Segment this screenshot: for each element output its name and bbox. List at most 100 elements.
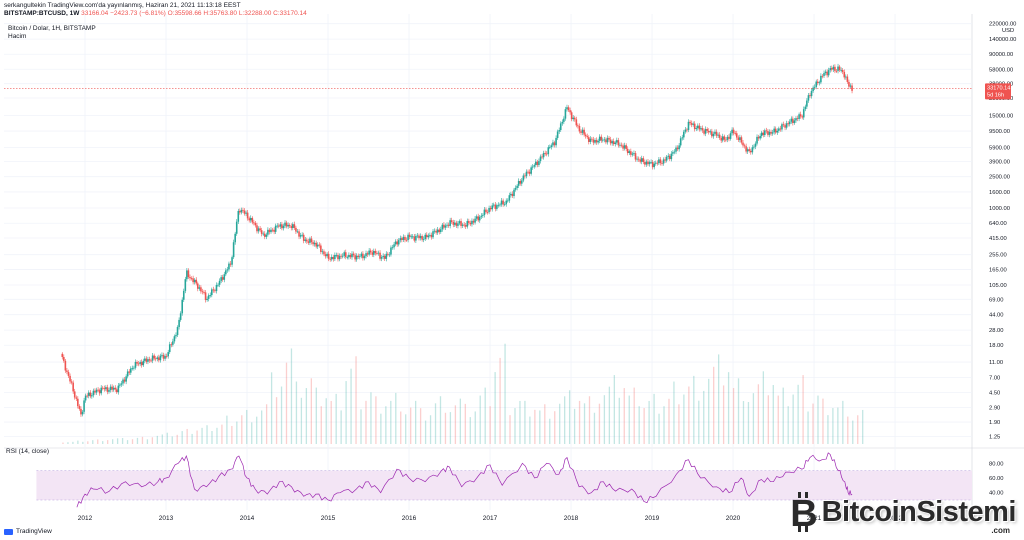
y-tick-label: 220000.00 [989,22,1016,28]
y-tick-label: 415.00 [989,236,1007,242]
candle-body [329,258,331,260]
candle-body [393,244,395,248]
volume-bar [241,415,243,444]
candle-body [636,158,638,160]
candle-body [606,137,609,143]
candle-body [245,212,247,214]
candle-body [616,140,618,143]
volume-bar [285,362,288,444]
volume-bar [111,439,114,444]
volume-bar [305,388,308,444]
candle-body [745,146,747,152]
volume-legend[interactable]: Hacim [8,33,27,40]
candle-body [313,242,316,245]
candle-body [591,138,593,140]
candle-body [179,313,182,320]
candle-body [443,224,445,228]
candle-body [633,153,635,154]
candle-body [737,137,740,140]
symbol-label: BITSTAMP:BTCUSD, 1W [4,10,80,17]
candle-body [66,370,68,372]
volume-bar [494,372,496,444]
candle-body [408,234,411,237]
candle-body [112,387,115,390]
candle-body [211,289,213,296]
candle-body [838,66,841,71]
candle-body [69,375,71,382]
candle-body [463,224,465,226]
candle-body [776,130,779,133]
candle-body [521,180,523,184]
candle-body [78,406,81,409]
volume-bar [852,420,854,444]
volume-bar [504,343,506,444]
candle-body [510,193,512,196]
candle-body [511,193,514,196]
y-tick-label: 2500.00 [989,175,1010,181]
x-tick-label: 2014 [240,515,255,522]
candle-body [542,152,545,158]
candle-body [594,139,596,143]
candle-body [835,70,838,72]
volume-bar [280,386,283,444]
candle-body [80,408,82,415]
candle-body [734,133,737,135]
candle-body [271,229,274,231]
x-tick-label: 2022 [888,515,903,522]
candle-body [369,250,372,253]
candle-body [494,204,497,209]
volume-bar [742,401,745,444]
volume-bar [534,409,536,444]
volume-bar [703,390,705,444]
candle-body [457,223,459,226]
candle-body [802,109,805,118]
rsi-legend[interactable]: RSI (14, close) [6,448,49,455]
volume-bar [648,400,650,444]
candle-body [472,220,475,223]
candle-body [231,257,233,265]
chart-title[interactable]: Bitcoin / Dolar, 1H, BITSTAMP [8,25,96,32]
candle-body [323,251,325,255]
candle-body [500,200,503,205]
volume-bar [414,400,417,444]
volume-bar [459,398,462,444]
candle-body [263,233,266,237]
volume-bar [191,433,193,444]
candle-body [410,236,413,238]
candle-body [589,138,592,142]
volume-bar [275,397,278,444]
candle-body [200,287,202,292]
candle-body [373,250,375,255]
candle-body [832,66,835,70]
volume-bar [246,409,248,444]
candle-body [176,327,179,336]
candle-body [757,136,760,139]
candle-body [382,255,384,258]
volume-bar [201,427,203,444]
candle-body [276,225,279,227]
candle-body [170,344,173,346]
volume-bar [345,381,347,444]
candle-body [642,158,645,163]
candle-body [178,319,180,328]
volume-bar [772,385,774,444]
candle-body [87,392,90,396]
candle-body [189,277,191,279]
candle-body [834,66,836,71]
y-tick-label: 640.00 [989,221,1007,227]
candle-body [461,224,464,226]
candle-body [831,68,833,70]
volume-bar [499,357,501,444]
candle-body [111,386,113,390]
candle-body [326,253,328,257]
candle-body [158,357,160,361]
candle-body [284,222,286,226]
tradingview-logo[interactable]: TradingView [4,528,52,535]
volume-bar [678,404,680,444]
volume-bar [126,440,129,444]
volume-bar [822,398,824,444]
candle-body [114,387,117,390]
volume-bar [251,422,253,444]
candle-body [689,121,691,124]
